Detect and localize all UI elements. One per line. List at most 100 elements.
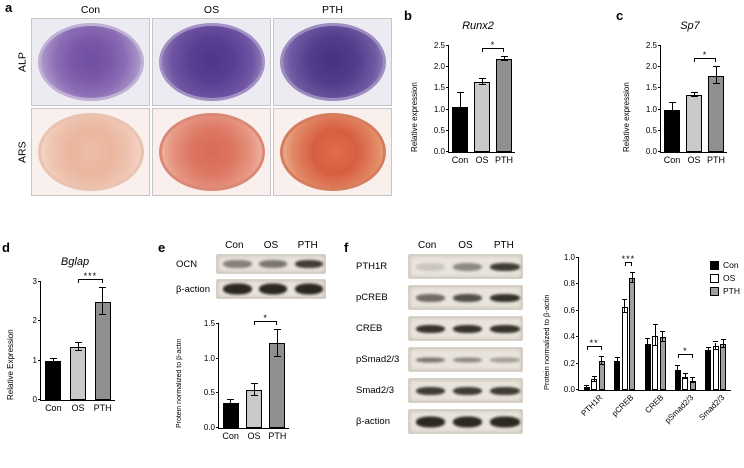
blot-strip-β-action (408, 409, 523, 434)
panel-label-f: f (344, 240, 349, 255)
error-bar-cap (273, 328, 281, 330)
bar-Smad2/3-PTH (720, 343, 727, 390)
error-bar-cap (500, 59, 508, 61)
blot-strip-Smad2/3 (408, 378, 523, 403)
blot-strip-β-action (216, 279, 326, 299)
error-bar-cap (622, 312, 628, 314)
blot-band (415, 324, 446, 333)
error-bar-line (631, 272, 633, 284)
alp-os-photo (152, 18, 271, 106)
row-label-ars: ARS (16, 141, 29, 163)
error-bar-cap (645, 337, 650, 339)
y-tick-mark (216, 357, 219, 359)
y-tick-label: 1.0 (563, 253, 575, 262)
bar-pCREB-PTH (629, 277, 636, 390)
error-bar-cap (500, 55, 508, 57)
y-tick-label: 0.0 (563, 385, 575, 394)
blot-band (294, 260, 323, 268)
error-bar-line (662, 331, 663, 343)
blot-band (453, 324, 483, 333)
error-bar-cap (690, 377, 696, 379)
error-bar-line (715, 342, 717, 351)
ars-os-photo (152, 108, 271, 196)
alp-os-dish-image (158, 23, 265, 101)
error-bar-cap (273, 356, 281, 358)
y-tick-label: 0.5 (203, 388, 215, 398)
blot-row: CREB (356, 316, 523, 341)
bar-pCREB-Con (614, 360, 621, 390)
error-bar-line (715, 67, 717, 85)
panel-label-d: d (2, 240, 10, 255)
error-bar-line (102, 287, 104, 316)
ocn-bar-chart: Protein normalized to β-actin 0.0 0.5 1.0 1… (172, 312, 322, 462)
legend-swatch (710, 286, 719, 296)
chart-title-runx2: Runx2 (462, 20, 494, 32)
blot-band (453, 262, 483, 271)
error-bar-cap (720, 338, 726, 340)
error-bar-cap (478, 78, 486, 80)
sp7-bar-chart: Sp7 Relative expression 0.0 0.5 1.0 1.5 2.0 2… (620, 8, 742, 188)
x-category-label: Con (45, 403, 62, 413)
legend-label: PTH (723, 286, 740, 296)
error-bar-line (253, 383, 255, 397)
blot-row: pSmad2/3 (356, 347, 523, 372)
error-bar-line (481, 79, 483, 86)
significance-label: * (490, 39, 496, 50)
blot-col-headers: Con OS PTH (216, 240, 326, 251)
error-bar-line (692, 378, 694, 384)
blot-band (223, 260, 252, 268)
legend-item-Con: Con (710, 260, 740, 270)
error-bar-line (693, 92, 695, 97)
y-tick-mark (216, 427, 219, 428)
x-category-label: Con (663, 155, 681, 165)
error-bar-cap (713, 341, 719, 343)
error-bar-cap (645, 348, 650, 350)
protein-grouped-bar-chart: Protein normalized to β-actin 0.0 0.2 0.4 0… (538, 244, 744, 466)
significance-label: ** (589, 338, 599, 349)
panel-label-e: e (158, 240, 166, 255)
legend-swatch (710, 260, 719, 270)
col-header-os: OS (203, 4, 220, 16)
error-bar-line (52, 358, 54, 363)
significance-label: * (702, 50, 708, 61)
plot-area-sp7: 0.0 0.5 1.0 1.5 2.0 2.5 Con OS PTH * (646, 42, 727, 165)
col-header-pth: PTH (322, 4, 343, 16)
error-bar-cap (629, 271, 635, 273)
plot-area-bglap: 0 1 2 3 Con OS PTH *** (33, 271, 115, 413)
bar-Smad2/3-Con (705, 350, 712, 390)
chart-title-sp7: Sp7 (680, 20, 700, 32)
blot-row: OCN (176, 254, 326, 274)
blot-strip-OCN (216, 254, 326, 274)
y-tick-mark (216, 323, 219, 324)
plot-area-runx2: 0.0 0.5 1.0 1.5 2.0 2.5 Con OS PTH * (434, 40, 515, 165)
bar-OS (474, 82, 490, 152)
blot-strip-pCREB (408, 285, 523, 310)
plot-area-proteins: 0.0 0.2 0.4 0.6 0.8 1.0 PTH1R pCREB CREB pSmad2/3… (564, 254, 731, 425)
significance-bracket (586, 346, 602, 351)
error-bar-line (671, 103, 673, 116)
blot-strip-pSmad2/3 (408, 347, 523, 372)
error-bar-cap (690, 382, 696, 384)
blot-band (490, 416, 520, 427)
row-label-alp: ALP (16, 52, 29, 72)
blot-row-label: OCN (176, 258, 198, 270)
bar-PTH1R-PTH (598, 360, 605, 390)
error-bar-line (586, 386, 588, 389)
legend-label: OS (723, 273, 736, 283)
blot-row-label: PTH1R (356, 261, 388, 272)
y-axis-label: Protein normalized to β-actin (542, 294, 551, 390)
y-tick-label: 1.5 (203, 319, 215, 328)
error-bar-cap (720, 346, 726, 348)
error-bar-cap (599, 356, 605, 357)
ars-con-photo (31, 108, 150, 196)
error-bar-line (647, 338, 648, 350)
panel-f-western-blot: Con OS PTH PTH1R pCREB CREB pSmad2/3 Smad2/3 β-a… (356, 240, 523, 440)
runx2-bar-chart: Runx2 Relative expression 0.0 0.5 1.0 1.5 2.… (408, 8, 530, 188)
error-bar-cap (622, 299, 628, 301)
significance-label: *** (83, 270, 98, 281)
blot-row-label: β-action (176, 283, 210, 295)
y-tick-mark (446, 108, 449, 110)
spacer (16, 4, 29, 16)
blot-band (490, 386, 520, 395)
error-bar-cap (705, 346, 711, 348)
